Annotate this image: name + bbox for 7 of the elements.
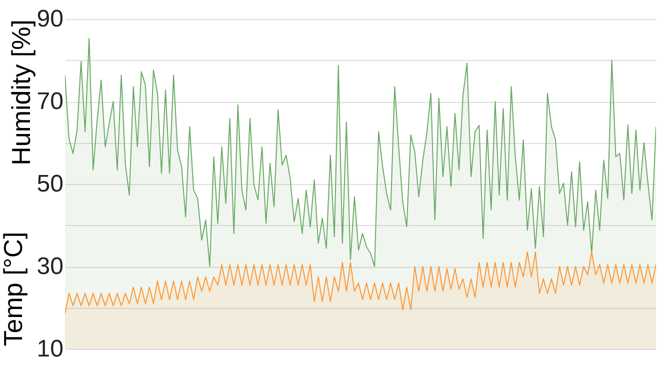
y-tick-label: 10 [36,336,64,362]
y-tick-label: 30 [36,253,64,280]
y-tick-label: 70 [36,88,64,115]
y-tick-label: 50 [36,170,64,198]
y-tick-label: 90 [36,6,64,32]
y-axis-title: Humidity [%] [6,20,36,166]
text: Temp [°C] [0,232,28,346]
